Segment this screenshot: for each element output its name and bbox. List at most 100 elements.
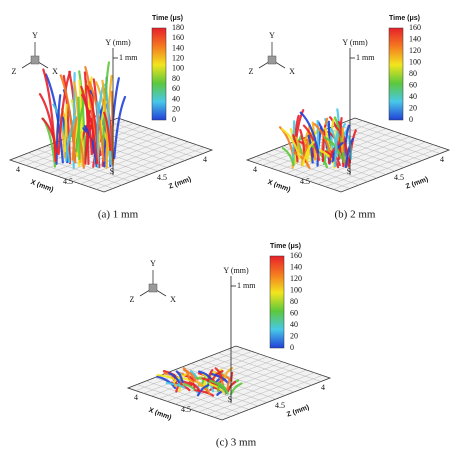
trajectory bbox=[165, 381, 186, 389]
trajectory bbox=[294, 136, 301, 154]
trajectory bbox=[303, 138, 313, 157]
z-axis-label: Z (mm) bbox=[405, 176, 429, 191]
x-tick-label: 4.5 bbox=[63, 177, 73, 186]
trajectory bbox=[41, 117, 59, 154]
colorbar-title: Time (μs) bbox=[270, 243, 301, 250]
colorbar-tick-label: 40 bbox=[290, 320, 298, 329]
trajectory bbox=[324, 136, 343, 159]
trajectory bbox=[80, 85, 93, 156]
grid-line bbox=[206, 372, 315, 415]
x-tick-label: 4 bbox=[134, 393, 138, 402]
colorbar-tick-label: 160 bbox=[409, 23, 421, 32]
colorbar-tick-label: 180 bbox=[172, 23, 184, 32]
colorbar-tick-label: 120 bbox=[290, 274, 302, 283]
z-tick-label: 4.5 bbox=[275, 401, 285, 410]
trajectory bbox=[214, 367, 223, 380]
trajectory bbox=[344, 137, 354, 169]
trajectory bbox=[188, 381, 201, 393]
colorbar-tick-label: 140 bbox=[172, 43, 184, 52]
trajectory bbox=[101, 79, 109, 156]
colorbar-tick-label: 160 bbox=[290, 251, 302, 260]
triad-label: Y bbox=[150, 259, 156, 268]
z-tick-label: 4.5 bbox=[394, 173, 404, 182]
trajectory bbox=[173, 373, 187, 384]
trajectory bbox=[318, 149, 336, 166]
y-axis-label: Y (mm) bbox=[223, 266, 249, 275]
triad-cube bbox=[267, 55, 277, 65]
colorbar bbox=[269, 255, 285, 349]
z-tick-label: 4 bbox=[203, 155, 207, 164]
colorbar-tick-label: 140 bbox=[290, 262, 302, 271]
trajectory bbox=[299, 111, 320, 154]
x-axis-label: X (mm) bbox=[30, 179, 55, 194]
colorbar-tick-label: 120 bbox=[172, 53, 184, 62]
trajectory bbox=[204, 387, 211, 395]
colorbar-tick-label: 60 bbox=[409, 80, 417, 89]
colorbar-tick-label: 80 bbox=[409, 69, 417, 78]
triad-label: Y bbox=[32, 31, 38, 40]
colorbar-tick-label: 20 bbox=[172, 105, 180, 114]
y-mark-label: 1 mm bbox=[119, 53, 138, 62]
trajectory bbox=[281, 147, 295, 167]
colorbar-tick-label: 40 bbox=[409, 92, 417, 101]
colorbar-title: Time (μs) bbox=[152, 15, 183, 22]
triad-label: X bbox=[170, 295, 176, 304]
colorbar-tick-label: 80 bbox=[290, 297, 298, 306]
trajectory bbox=[194, 389, 215, 397]
grid-line bbox=[345, 121, 441, 154]
colorbar-tick-label: 60 bbox=[290, 308, 298, 317]
y-axis-label: Y (mm) bbox=[105, 38, 131, 47]
triad-label: Z bbox=[130, 295, 135, 304]
trajectory bbox=[52, 103, 71, 163]
trajectory bbox=[156, 373, 176, 381]
colorbar-tick-label: 120 bbox=[409, 46, 421, 55]
trajectory bbox=[229, 382, 243, 396]
z-axis-label: Z (mm) bbox=[168, 176, 192, 191]
caption: (c) 3 mm bbox=[216, 437, 257, 449]
colorbar-tick-label: 80 bbox=[172, 74, 180, 83]
triad-label: Y bbox=[269, 31, 275, 40]
origin-label: S bbox=[228, 395, 232, 404]
trajectory bbox=[59, 74, 77, 164]
colorbar-tick-label: 100 bbox=[409, 57, 421, 66]
triad-label: X bbox=[52, 67, 58, 76]
colorbar-tick-label: 40 bbox=[172, 94, 180, 103]
colorbar-tick-label: 60 bbox=[172, 84, 180, 93]
triad-label: Z bbox=[249, 67, 254, 76]
colorbar-tick-label: 100 bbox=[172, 64, 184, 73]
grid-line bbox=[214, 375, 323, 418]
trajectory bbox=[156, 375, 177, 390]
triad-cube bbox=[30, 55, 40, 65]
grid-line bbox=[108, 121, 204, 154]
grid-line bbox=[96, 147, 205, 190]
x-tick-label: 4.5 bbox=[181, 405, 191, 414]
trajectory bbox=[301, 139, 317, 167]
x-tick-label: 4.5 bbox=[300, 177, 310, 186]
trajectory bbox=[65, 115, 77, 162]
trajectory bbox=[75, 99, 87, 153]
trajectory bbox=[55, 94, 62, 165]
colorbar bbox=[388, 27, 404, 121]
colorbar-tick-label: 0 bbox=[290, 343, 294, 352]
triad-label: X bbox=[289, 67, 295, 76]
colorbar-tick-label: 20 bbox=[409, 103, 417, 112]
origin-label: S bbox=[347, 167, 351, 176]
trajectory bbox=[168, 372, 181, 384]
trajectory bbox=[302, 124, 320, 162]
trajectory bbox=[38, 93, 57, 152]
x-tick-label: 4 bbox=[253, 165, 257, 174]
colorbar bbox=[151, 27, 167, 121]
trajectory bbox=[334, 130, 339, 168]
grid-line bbox=[226, 349, 322, 382]
y-mark-label: 1 mm bbox=[356, 53, 375, 62]
y-axis-label: Y (mm) bbox=[342, 38, 368, 47]
trajectory bbox=[218, 382, 229, 395]
y-mark-label: 1 mm bbox=[237, 281, 256, 290]
colorbar-tick-label: 0 bbox=[172, 115, 176, 124]
origin-label: S bbox=[110, 167, 114, 176]
trajectory bbox=[175, 370, 184, 384]
grid-line bbox=[88, 144, 197, 187]
